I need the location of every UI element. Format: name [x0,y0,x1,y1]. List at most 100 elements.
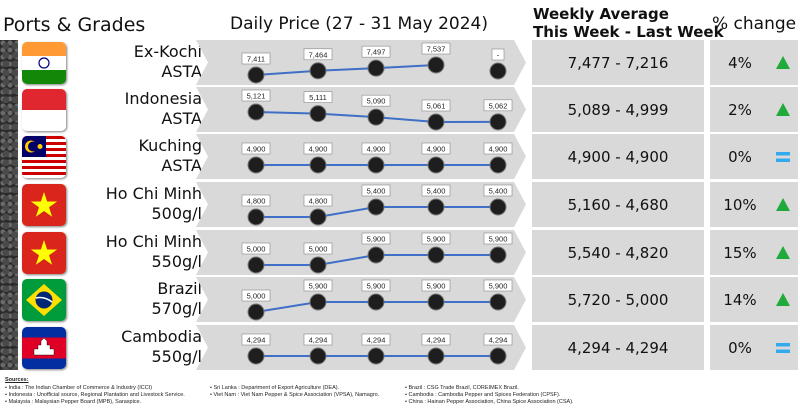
grade-name: ASTA [161,109,202,128]
grade-name: 570g/l [151,299,202,318]
peppercorn-point [427,56,445,74]
price-label-box [241,289,271,302]
price-data-label: 5,900 [367,235,386,244]
price-label-box [421,232,451,245]
peppercorn-point [427,347,445,365]
peppercorn-point [367,59,385,77]
percent-change-cell: 15% [710,230,798,275]
price-data-label: 5,061 [427,102,446,111]
peppercorn-point [309,156,327,174]
port-name: Kuching [138,136,202,155]
price-label-box [491,48,505,61]
price-label-box [303,242,333,255]
price-data-label: 5,000 [309,245,328,254]
daily-price-svg: 5,000 5,900 5,900 5,900 5,900 [196,277,526,322]
peppercorn-point [427,156,445,174]
peppercorn-point [489,347,507,365]
weekly-average-value: 5,720 - 5,000 [567,290,669,309]
source-item: Cambodia : Cambodia Pepper and Spices Fe… [405,392,574,399]
daily-price-chart: 5,121 5,111 5,090 5,061 5,062 [196,87,526,132]
percent-change-value: 10% [723,195,757,214]
port-grade-label: Ho Chi Minh 550g/l [72,232,202,272]
weekly-average-value: 5,089 - 4,999 [567,100,669,119]
peppercorn-point [367,293,385,311]
vietnam-flag-icon [22,184,66,226]
price-label-box [483,184,513,197]
grade-name: 550g/l [151,347,202,366]
up-triangle-icon [776,246,790,259]
up-triangle-icon [776,56,790,69]
port-name: Indonesia [124,89,202,108]
price-label-box [303,91,333,103]
peppercorn-point [489,246,507,264]
sources-col-3: Brazil : CSG Trade Brazil, COREIMEX Braz… [405,385,574,406]
source-item: Brazil : CSG Trade Brazil, COREIMEX Braz… [405,385,574,392]
price-label-box [421,142,451,155]
price-data-label: 4,900 [489,145,508,154]
percent-change-cell: 2% [710,87,798,132]
price-label-box [421,42,451,55]
price-data-label: 5,000 [247,292,266,301]
price-data-label: 4,900 [367,145,386,154]
price-data-label: 5,900 [427,282,446,291]
weekly-average-value: 5,160 - 4,680 [567,195,669,214]
source-item: Viet Nam : Viet Nam Pepper & Spice Assoc… [210,392,379,399]
peppercorn-point [247,66,265,84]
port-grade-label: Brazil 570g/l [72,279,202,319]
price-data-label: 5,111 [309,93,327,102]
price-data-label: 5,900 [489,235,508,244]
percent-change-cell: 0% [710,134,798,179]
weekly-average-cell: 4,900 - 4,900 [532,134,704,179]
price-data-label: 4,294 [489,336,508,345]
port-grade-label: Cambodia 550g/l [72,327,202,367]
source-item: India : The Indian Chamber of Commerce &… [5,385,185,392]
daily-price-chart: 4,900 4,900 4,900 4,900 4,900 [196,134,526,179]
price-label-box [483,99,513,112]
percent-change-value: 0% [728,147,752,166]
price-label-box [483,279,513,292]
daily-price-svg: 5,121 5,111 5,090 5,061 5,062 [196,87,526,132]
percent-change-value: 4% [728,53,752,72]
price-label-box [421,279,451,292]
peppercorn-point [489,113,507,131]
sources-col-1: India : The Indian Chamber of Commerce &… [5,385,185,406]
price-label-box [241,194,271,207]
price-label-box [241,52,271,65]
price-label-box [483,232,513,245]
port-grade-label: Indonesia ASTA [72,89,202,129]
daily-price-svg: 4,294 4,294 4,294 4,294 4,294 [196,325,526,370]
peppercorn-point [247,347,265,365]
price-data-label: 4,294 [247,336,266,345]
up-triangle-icon [776,103,790,116]
daily-price-svg: 4,800 4,800 5,400 5,400 5,400 [196,182,526,227]
peppercorn-point [309,62,327,80]
peppercorn-point [489,62,507,80]
price-data-label: 5,900 [309,282,328,291]
price-label-box [303,194,333,207]
daily-price-chart: 5,000 5,000 5,900 5,900 5,900 [196,230,526,275]
cambodia-flag-icon [22,327,66,369]
weekly-average-value: 5,540 - 4,820 [567,243,669,262]
price-label-box [303,142,333,155]
table-row: Brazil 570g/l 5,000 5,900 5,900 5,900 5,900 5,7… [22,277,798,322]
price-data-label: 4,294 [427,336,446,345]
weekly-average-value: 4,294 - 4,294 [567,338,669,357]
percent-change-header: % change [712,14,797,34]
peppercorn-point [247,303,265,321]
price-label-box [421,99,451,112]
daily-price-chart: 4,800 4,800 5,400 5,400 5,400 [196,182,526,227]
grade-name: 550g/l [151,252,202,271]
port-grade-label: Ex-Kochi ASTA [72,42,202,82]
sources-title: Sources: [5,377,29,383]
weekly-average-cell: 4,294 - 4,294 [532,325,704,370]
peppercorn-point [427,246,445,264]
price-label-box [361,142,391,155]
price-label-box [241,142,271,155]
weekly-average-header: Weekly Average This Week - Last Week [533,5,724,41]
price-data-label: 7,497 [367,48,386,57]
peppercorn-point [309,105,327,123]
peppercorn-point [309,256,327,274]
peppercorn-point [309,293,327,311]
price-label-box [303,48,333,61]
sources-col-2: Sri Lanka : Department of Export Agricul… [210,385,379,399]
